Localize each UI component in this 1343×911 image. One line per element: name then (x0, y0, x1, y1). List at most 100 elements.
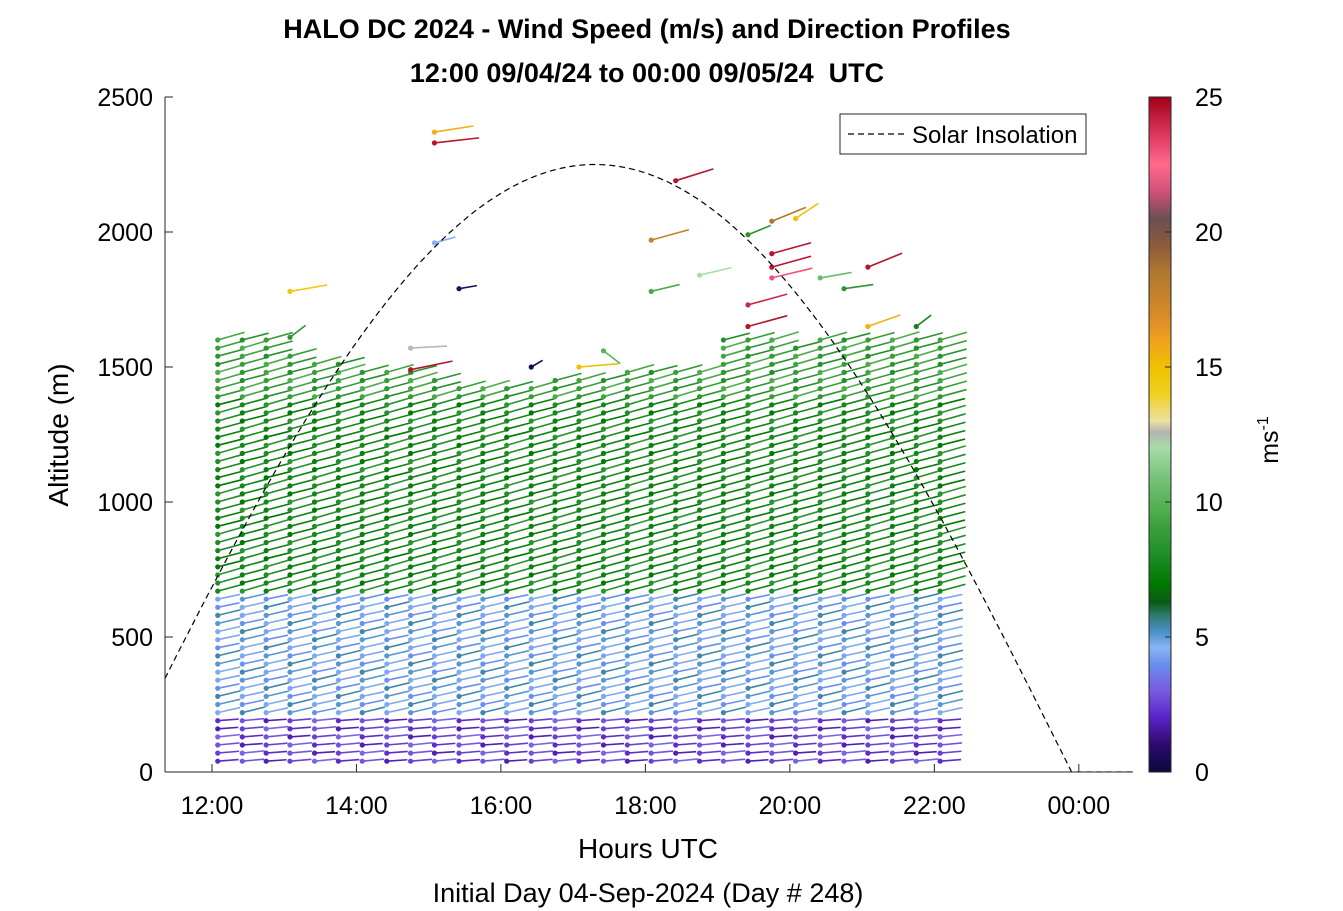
wind-barb-dot (937, 596, 943, 602)
wind-barb-dot (865, 629, 871, 635)
wind-barb-dot (528, 701, 534, 708)
wind-barb-dot (913, 426, 919, 432)
wind-barb (723, 454, 749, 463)
wind-barb-dot (504, 612, 510, 619)
wind-barb (386, 462, 413, 471)
wind-barb-dot (431, 604, 438, 610)
wind-barb (242, 469, 269, 479)
wind-barb (795, 758, 818, 762)
wind-barb (675, 518, 702, 528)
wind-barb-dot (696, 548, 703, 554)
wind-barb (362, 593, 386, 600)
wind-barb (217, 733, 241, 738)
wind-barb-dot (335, 604, 341, 610)
wind-barb-dot (889, 734, 896, 740)
wind-barb-dot (408, 701, 414, 708)
wind-barb (338, 461, 364, 471)
wind-barb (892, 665, 916, 673)
wind-barb-dot (696, 369, 703, 375)
wind-barb-dot (889, 604, 896, 610)
wind-barb (771, 642, 795, 649)
wind-barb (554, 526, 581, 536)
wind-barb-dot (624, 653, 630, 659)
wind-barb-dot (215, 394, 221, 400)
wind-barb-dot (648, 402, 654, 408)
wind-barb-dot (889, 677, 896, 683)
wind-barb (531, 650, 554, 657)
wind-barb (217, 510, 244, 519)
wind-barb (795, 422, 821, 430)
wind-barb (603, 734, 625, 738)
wind-barb-dot (673, 718, 679, 724)
wind-barb-dot (745, 758, 751, 764)
wind-barb (771, 758, 794, 762)
wind-barb-dot (528, 758, 534, 764)
wind-barb (892, 758, 914, 762)
wind-barb (892, 331, 920, 341)
wind-barb-dot (384, 588, 390, 594)
wind-barb-dot (673, 507, 679, 513)
wind-barb-upper (771, 255, 812, 268)
wind-barb (362, 625, 386, 633)
wind-barb (843, 650, 867, 657)
wind-barb (939, 461, 966, 471)
wind-barb (650, 551, 677, 560)
wind-barb (867, 331, 895, 341)
wind-barb (217, 642, 240, 649)
wind-barb (410, 642, 433, 649)
wind-barb-dot (552, 653, 558, 659)
wind-barb-dot (913, 523, 919, 529)
wind-barb (747, 462, 774, 471)
wind-barb-dot (215, 475, 221, 481)
wind-barb-dot (359, 491, 365, 497)
wind-barb-dot (480, 523, 486, 529)
wind-barb (603, 575, 629, 584)
wind-barb (650, 421, 677, 430)
wind-barb (266, 734, 289, 738)
wind-barb (627, 617, 650, 625)
wind-barb-dot (841, 418, 847, 424)
wind-barb (820, 519, 846, 528)
wind-barb-dot (431, 620, 438, 627)
wind-barb-dot (384, 710, 390, 716)
wind-barb (314, 673, 338, 681)
wind-barb (265, 634, 289, 641)
wind-barb-dot (480, 458, 486, 465)
wind-barb-dot (648, 386, 654, 392)
wind-barb-dot (504, 726, 510, 732)
wind-barb-dot (600, 418, 607, 424)
wind-barb (843, 625, 868, 633)
wind-barb-dot (769, 742, 775, 748)
wind-barb (482, 405, 509, 414)
wind-barb (554, 469, 581, 479)
wind-barb (771, 559, 798, 568)
wind-barb (506, 511, 532, 519)
wind-barb (771, 397, 798, 406)
wind-barb-dot (456, 450, 462, 456)
wind-barb (747, 518, 774, 528)
wind-barb (940, 718, 962, 722)
wind-barb-upper-dot (431, 129, 438, 135)
wind-barb-dot (937, 580, 943, 586)
wind-barb (747, 477, 774, 487)
wind-barb (747, 470, 774, 479)
wind-barb (506, 641, 530, 649)
wind-barb (458, 575, 485, 584)
wind-barb-dot (817, 726, 823, 732)
wind-barb (916, 405, 942, 414)
wind-barb-dot (769, 458, 775, 465)
wind-barb (554, 641, 578, 649)
wind-barb-dot (600, 386, 607, 392)
wind-barb-dot (215, 507, 221, 513)
wind-barb-dot (817, 450, 823, 456)
wind-barb (531, 493, 558, 503)
wind-barb (627, 674, 650, 681)
wind-barb-dot (431, 580, 438, 586)
wind-barb (675, 698, 699, 706)
wind-barb (506, 485, 533, 495)
wind-barb (843, 706, 868, 714)
wind-barb-dot (624, 475, 630, 481)
wind-barb-dot (817, 483, 823, 489)
wind-barb-dot (215, 661, 221, 667)
wind-barb (217, 698, 241, 706)
